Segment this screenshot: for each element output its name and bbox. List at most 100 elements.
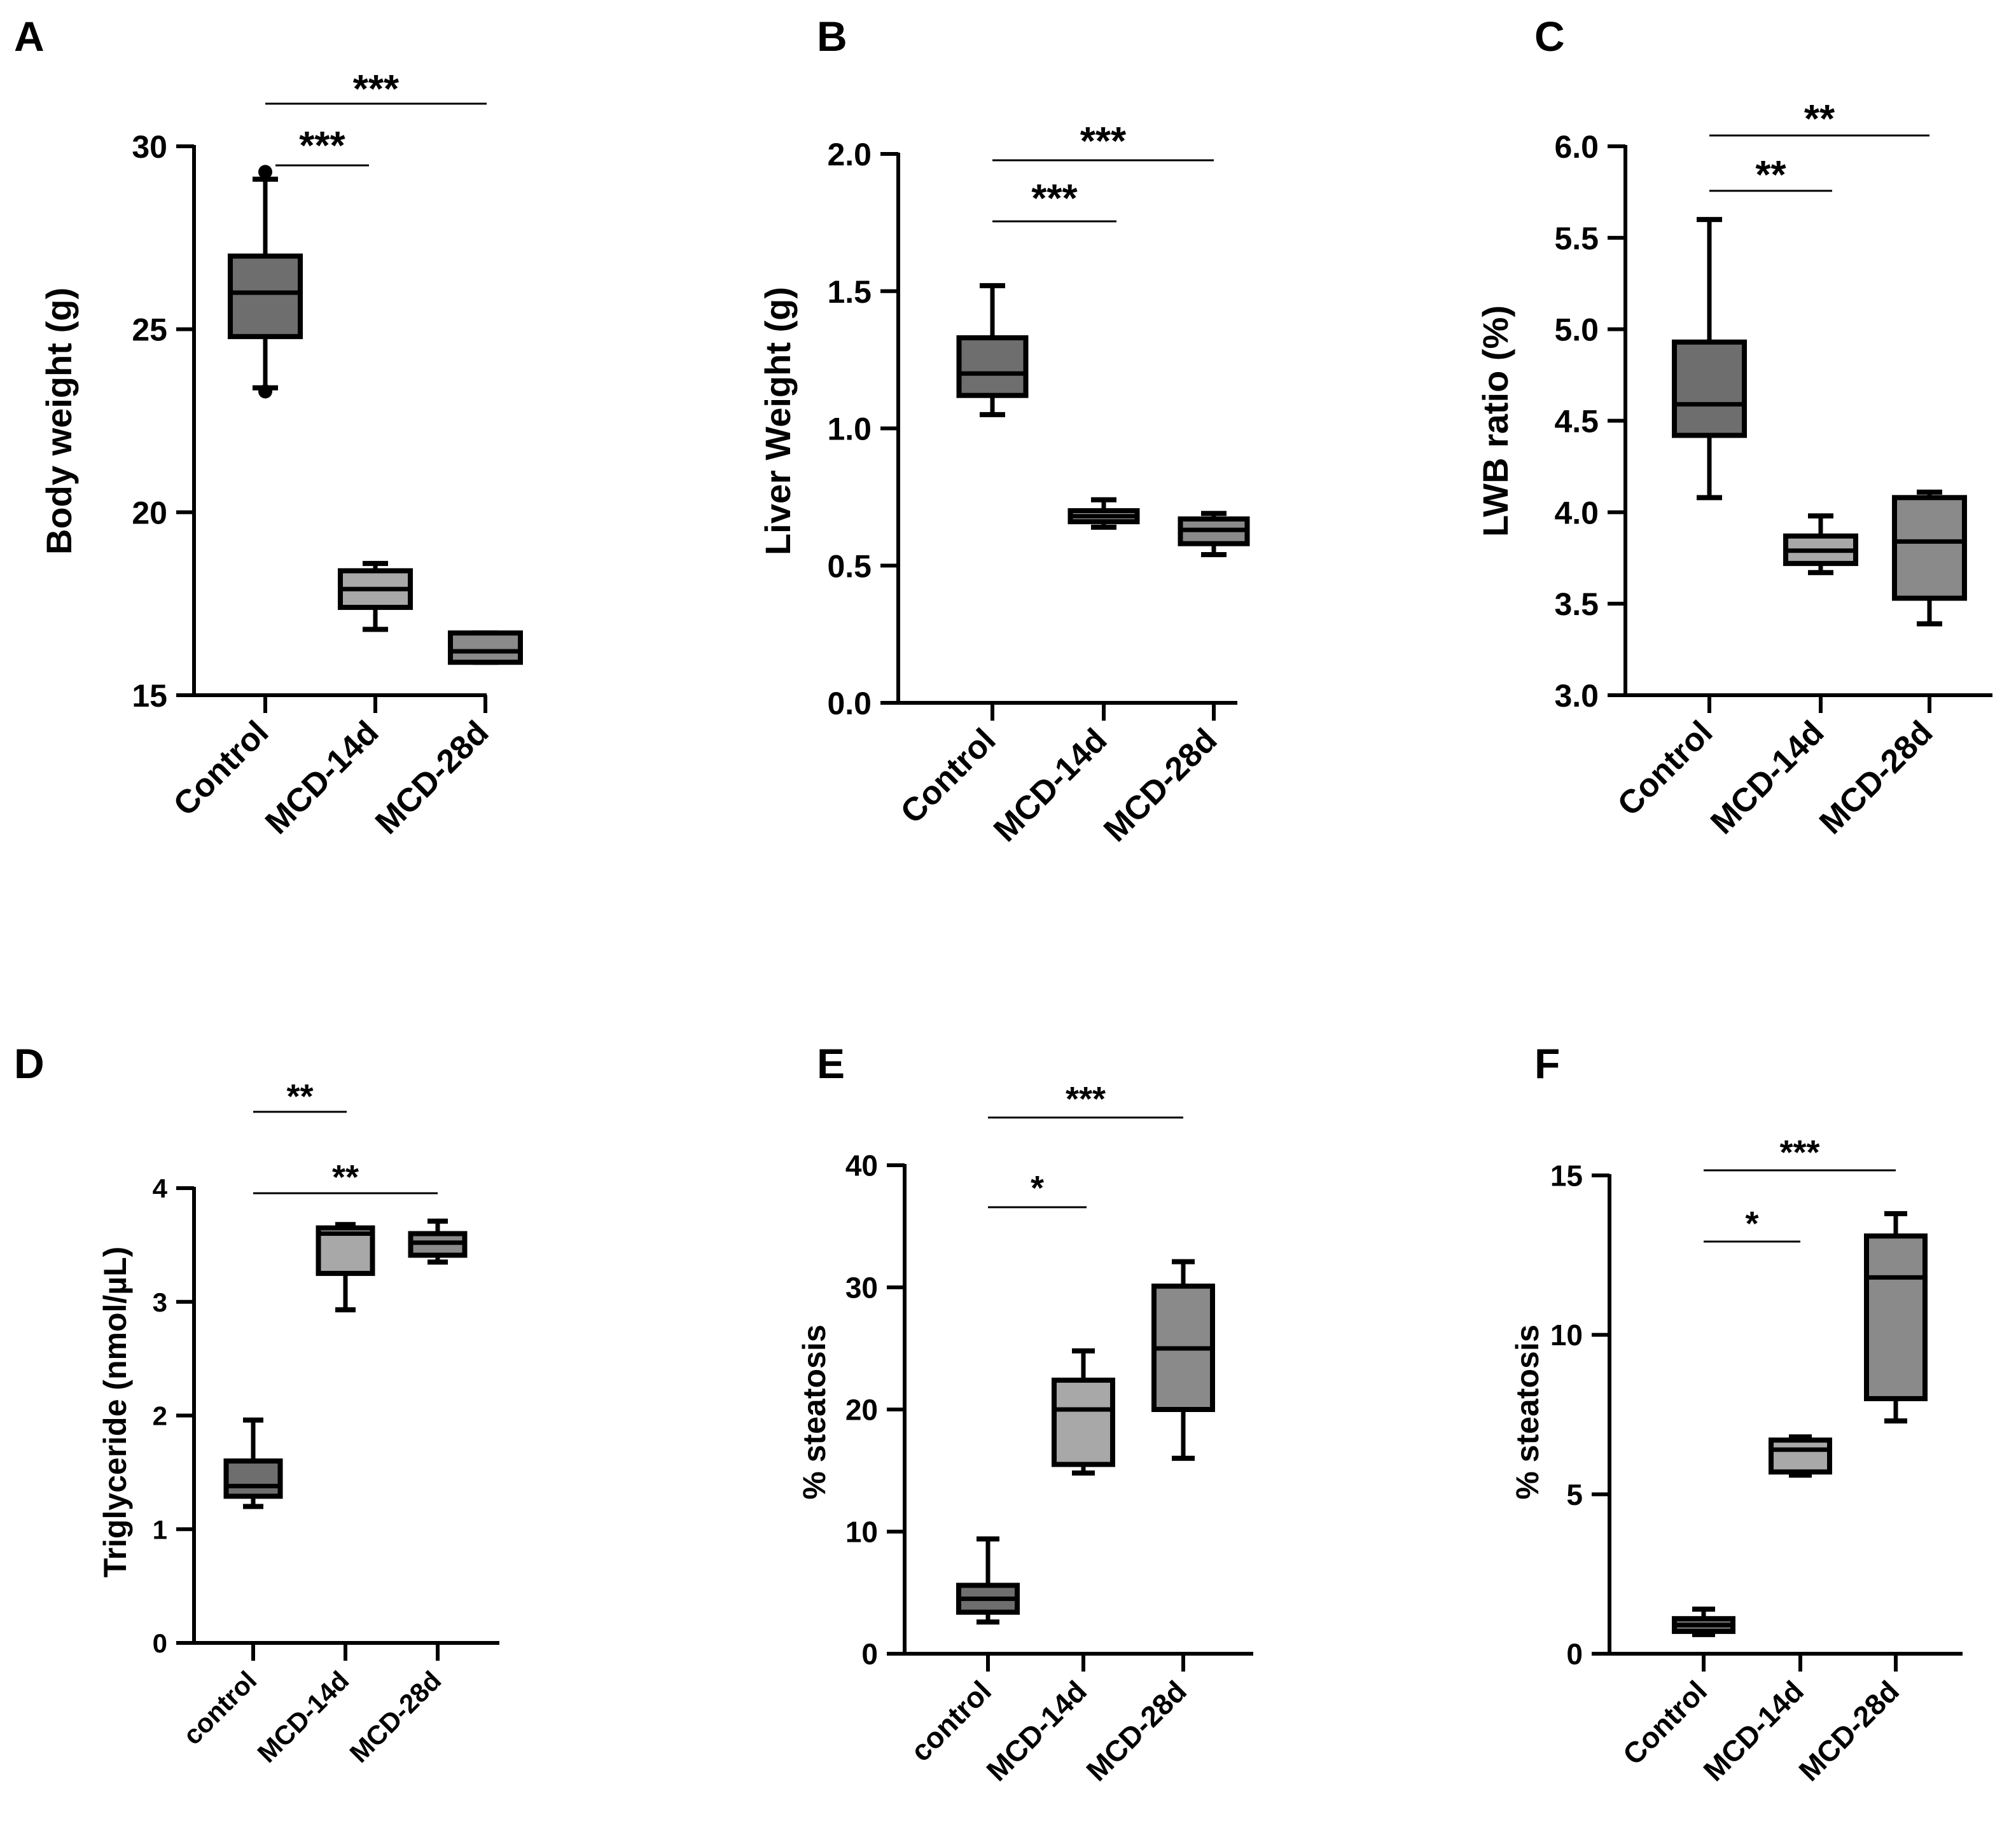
panel-letter: E	[817, 1040, 845, 1087]
y-tick-label: 6.0	[1554, 129, 1599, 165]
box-control	[1672, 1606, 1735, 1637]
panel-d: D 0 1 2 3 4 Triglyceride (nmol/µL) controlMCD-1…	[14, 1040, 499, 1768]
box-mcd-28d	[1151, 1259, 1215, 1461]
box-iqr	[1864, 1233, 1928, 1401]
box-iqr	[1892, 495, 1967, 601]
box-control	[956, 283, 1029, 417]
y-tick-label: 5.0	[1554, 312, 1599, 348]
panel-e: E 0 10 20 30 40 % steatosis controlMCD-14dMCD-2…	[796, 1040, 1253, 1787]
x-tick-label: MCD-14d	[1697, 1674, 1810, 1787]
box-control	[228, 165, 303, 399]
y-tick-label: 4.5	[1554, 404, 1599, 440]
y-tick-label: 3.5	[1554, 586, 1599, 622]
y-tick-label: 10	[1550, 1319, 1583, 1352]
significance-label: *	[1745, 1205, 1758, 1243]
y-tick-label: 0	[153, 1628, 167, 1658]
y-tick-label: 30	[845, 1271, 878, 1305]
y-tick-label: 2	[153, 1401, 167, 1431]
box-iqr	[448, 630, 523, 665]
y-axis-label: LWB ratio (%)	[1475, 305, 1515, 537]
y-tick-label: 4.0	[1554, 495, 1599, 530]
y-tick-label: 15	[1550, 1160, 1583, 1193]
x-tick-label: Control	[1611, 714, 1720, 823]
box-mcd-14d	[338, 560, 413, 632]
significance-label: ***	[353, 67, 400, 111]
y-axis-label: % steatosis	[1510, 1324, 1545, 1499]
x-tick-label: control	[904, 1674, 998, 1768]
y-tick-label: 0	[861, 1638, 878, 1671]
y-tick-label: 0.0	[827, 686, 872, 721]
significance-label: ***	[1031, 177, 1078, 221]
y-tick-label: 30	[132, 129, 167, 165]
box-mcd-28d	[408, 1218, 468, 1265]
y-tick-label: 0	[1566, 1638, 1583, 1671]
x-tick-label: MCD-28d	[1097, 721, 1224, 848]
x-tick-label: MCD-14d	[258, 714, 386, 841]
x-tick-label: MCD-28d	[344, 1665, 447, 1768]
outlier-point	[258, 165, 272, 179]
y-tick-label: 4	[153, 1174, 168, 1203]
panel-letter: C	[1534, 13, 1565, 60]
significance-label: ***	[299, 124, 345, 168]
x-tick-label: MCD-28d	[1812, 714, 1940, 841]
significance-label: **	[1804, 97, 1835, 141]
y-tick-label: 10	[845, 1516, 878, 1549]
y-axis-label: Body weight (g)	[39, 287, 79, 555]
significance-label: **	[332, 1158, 359, 1196]
y-axis-label: Triglyceride (nmol/µL)	[97, 1247, 133, 1578]
panel-letter: A	[14, 13, 45, 60]
box-iqr	[223, 1458, 283, 1499]
x-tick-label: Control	[1616, 1674, 1713, 1771]
significance-label: ***	[1066, 1080, 1106, 1118]
box-iqr	[1672, 339, 1747, 438]
panel-c: C 3.0 3.5 4.0 4.5 5.0 5.5 6.0 LWB ratio (%) Contr…	[1475, 13, 1992, 841]
y-axis-label: % steatosis	[796, 1324, 832, 1499]
panel-letter: F	[1534, 1040, 1560, 1087]
box-control	[1672, 217, 1747, 501]
panel-letter: D	[14, 1040, 45, 1087]
panel-letter: B	[817, 13, 847, 60]
x-tick-label: Control	[894, 721, 1003, 831]
y-tick-label: 3	[153, 1287, 167, 1317]
significance-label: **	[286, 1077, 313, 1116]
significance-label: **	[1755, 153, 1786, 197]
y-tick-label: 2.0	[827, 137, 872, 172]
panel-a: A 15 20 25 30 Body weight (g) ControlMCD-14dMC…	[14, 13, 523, 841]
y-tick-label: 15	[132, 678, 167, 714]
box-iqr	[956, 335, 1029, 398]
x-tick-label: MCD-28d	[1792, 1674, 1905, 1787]
y-tick-label: 5.5	[1554, 221, 1599, 256]
x-tick-label: Control	[167, 714, 276, 823]
y-tick-label: 40	[845, 1149, 878, 1182]
box-control	[956, 1536, 1020, 1625]
y-tick-label: 3.0	[1554, 678, 1599, 714]
y-tick-label: 20	[845, 1394, 878, 1427]
box-iqr	[228, 253, 303, 340]
x-tick-label: MCD-28d	[1080, 1674, 1193, 1787]
significance-label: *	[1031, 1169, 1044, 1207]
significance-label: ***	[1779, 1133, 1819, 1172]
box-control	[223, 1417, 283, 1509]
x-tick-label: control	[177, 1665, 262, 1750]
box-mcd-28d	[1178, 511, 1250, 557]
box-mcd-14d	[1769, 1434, 1832, 1478]
y-tick-label: 25	[132, 312, 167, 348]
box-mcd-28d	[1892, 489, 1967, 627]
x-tick-label: MCD-28d	[368, 714, 496, 841]
x-tick-label: MCD-14d	[980, 1674, 1093, 1787]
box-iqr	[1769, 1437, 1832, 1475]
box-mcd-14d	[1052, 1348, 1115, 1476]
y-tick-label: 5	[1566, 1478, 1583, 1511]
box-iqr	[1052, 1377, 1115, 1467]
x-tick-label: MCD-14d	[1704, 714, 1831, 841]
significance-label: ***	[1080, 120, 1127, 163]
box-mcd-14d	[1067, 497, 1140, 530]
box-mcd-28d	[448, 630, 523, 665]
y-axis-label: Liver Weight (g)	[758, 287, 798, 555]
outlier-point	[258, 384, 272, 399]
box-mcd-28d	[1864, 1211, 1928, 1424]
y-tick-label: 1.5	[827, 274, 872, 310]
